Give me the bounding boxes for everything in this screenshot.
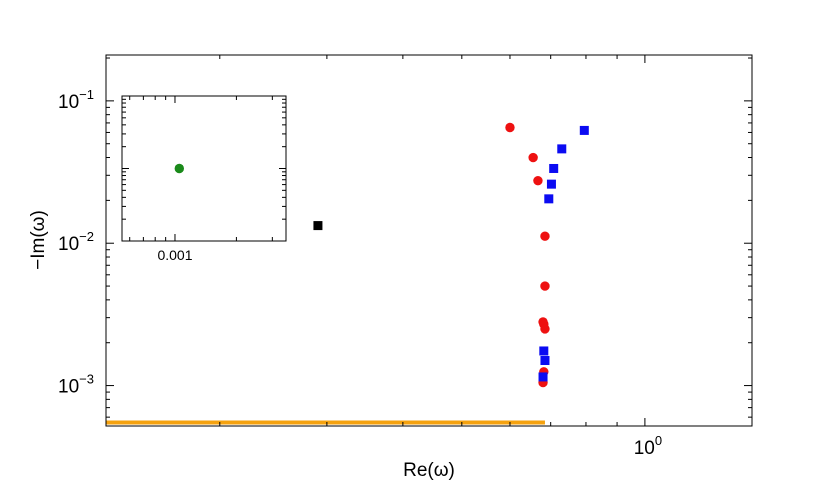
x-axis-label: Re(ω) xyxy=(403,460,455,481)
main-plot: 100 10−3 10−2 10−1 Re(ω) −Im(ω) xyxy=(28,54,753,481)
series-1-point-3 xyxy=(546,179,556,189)
x-tick-label-0: 100 xyxy=(634,433,662,459)
y-tick-label-1: 10−2 xyxy=(58,229,94,255)
y-tick-label-2: 10−1 xyxy=(58,87,94,113)
y-axis-label: −Im(ω) xyxy=(28,210,49,270)
inset-x-tick-label-0: 0.001 xyxy=(157,247,192,263)
series-1-point-6 xyxy=(540,356,550,366)
inset-plot-frame xyxy=(121,95,287,242)
series-1-point-1 xyxy=(557,144,567,154)
series-1-point-7 xyxy=(538,372,548,382)
y-tick-label-0: 10−3 xyxy=(58,372,94,398)
series-2-point-0 xyxy=(313,221,323,231)
series-0-point-2 xyxy=(533,175,543,186)
main-data-layer xyxy=(106,122,589,425)
series-0-point-0 xyxy=(505,122,515,133)
main-plot-frame xyxy=(105,54,753,427)
inset-axis-ticks: 0.001 xyxy=(122,96,286,263)
series-1-point-0 xyxy=(579,125,589,135)
series-1-point-4 xyxy=(544,194,554,204)
series-0-point-1 xyxy=(528,152,538,163)
series-1-point-5 xyxy=(539,346,549,356)
series-1-point-2 xyxy=(549,163,559,173)
series-0-point-3 xyxy=(540,231,550,241)
main-axis-ticks: 100 10−3 10−2 10−1 xyxy=(58,55,752,459)
series-0-point-7 xyxy=(540,324,550,334)
inset-data-layer xyxy=(174,163,185,174)
inset-plot: 0.001 xyxy=(121,95,287,263)
inset-series-0-point-0 xyxy=(174,163,185,174)
series-0-point-4 xyxy=(540,281,550,291)
